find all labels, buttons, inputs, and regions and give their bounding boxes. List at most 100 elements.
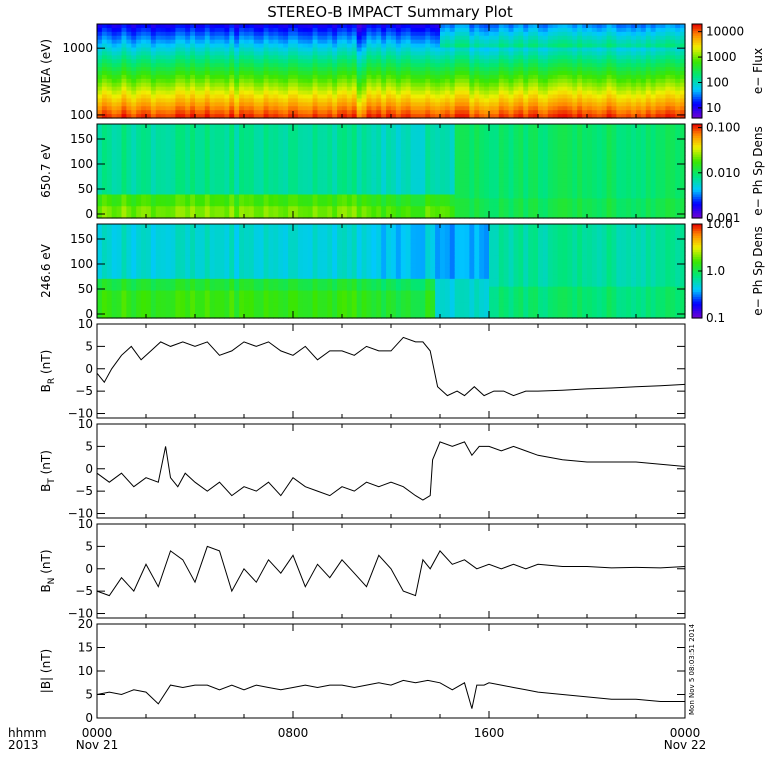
heatmap-cell — [312, 94, 319, 100]
heatmap-cell — [346, 55, 353, 60]
heatmap-cell — [469, 171, 475, 176]
heatmap-cell — [440, 35, 446, 41]
heatmap-cell — [209, 74, 216, 80]
heatmap-cell — [665, 90, 671, 96]
heatmap-cell — [626, 71, 632, 76]
heatmap-cell — [312, 178, 319, 184]
heatmap-cell — [430, 147, 436, 153]
heatmap-cell — [307, 59, 314, 64]
heatmap-cell — [288, 47, 294, 53]
heatmap-cell — [131, 71, 137, 76]
heatmap-cell — [190, 190, 196, 196]
heatmap-cell — [214, 186, 221, 192]
heatmap-cell — [302, 114, 309, 119]
heatmap-cell — [567, 55, 573, 60]
heatmap-cell — [170, 102, 176, 107]
heatmap-cell — [337, 43, 343, 49]
heatmap-cell — [155, 35, 162, 41]
heatmap-cell — [366, 55, 372, 60]
heatmap-cell — [229, 139, 235, 145]
heatmap-cell — [435, 51, 441, 56]
heatmap-cell — [636, 24, 642, 29]
heatmap-cell — [479, 210, 485, 215]
heatmap-cell — [636, 27, 642, 33]
heatmap-cell — [503, 98, 510, 103]
heatmap-cell — [297, 178, 304, 184]
heatmap-cell — [381, 206, 387, 211]
heatmap-cell — [538, 63, 544, 68]
heatmap-cell — [342, 143, 348, 149]
heatmap-cell — [126, 139, 132, 145]
heatmap-cell — [278, 206, 284, 211]
heatmap-cell — [464, 206, 470, 211]
heatmap-cell — [361, 186, 368, 192]
heatmap-cell — [337, 94, 343, 100]
heatmap-cell — [498, 94, 505, 100]
heatmap-cell — [533, 98, 539, 103]
heatmap-cell — [106, 127, 113, 133]
heatmap-cell — [435, 67, 441, 72]
heatmap-cell — [587, 39, 593, 45]
heatmap-cell — [454, 163, 461, 168]
heatmap-cell — [346, 178, 353, 184]
heatmap-cell — [675, 106, 681, 111]
heatmap-cell — [278, 35, 284, 41]
heatmap-cell — [248, 35, 255, 41]
heatmap-cell — [185, 94, 191, 100]
heatmap-cell — [136, 174, 142, 180]
heatmap-cell — [106, 55, 113, 60]
heatmap-cell — [111, 155, 118, 160]
heatmap-cell — [288, 190, 294, 196]
heatmap-cell — [660, 74, 666, 80]
heatmap-cell — [464, 167, 470, 172]
heatmap-cell — [420, 143, 426, 149]
heatmap-cell — [420, 55, 426, 60]
heatmap-cell — [268, 27, 274, 33]
heatmap-cell — [263, 63, 270, 68]
heatmap-cell — [160, 63, 167, 68]
heatmap-cell — [317, 131, 323, 137]
heatmap-cell — [498, 143, 505, 149]
heatmap-cell — [234, 82, 240, 88]
heatmap-cell — [440, 182, 446, 188]
heatmap-cell — [239, 147, 245, 153]
heatmap-cell — [459, 124, 466, 129]
heatmap-cell — [268, 198, 274, 203]
heatmap-cell — [366, 151, 372, 156]
heatmap-cell — [655, 51, 662, 56]
heatmap-cell — [391, 139, 397, 145]
heatmap-cell — [415, 114, 421, 119]
heatmap-cell — [631, 110, 637, 115]
heatmap-cell — [557, 94, 564, 100]
heatmap-cell — [312, 39, 319, 45]
heatmap-cell — [577, 110, 583, 115]
heatmap-cell — [493, 182, 500, 188]
heatmap-cell — [126, 190, 132, 196]
heatmap-cell — [508, 55, 515, 60]
heatmap-cell — [199, 182, 206, 188]
heatmap-cell — [640, 82, 647, 88]
heatmap-cell — [361, 135, 368, 141]
heatmap-cell — [366, 135, 372, 141]
heatmap-cell — [356, 110, 363, 115]
heatmap-cell — [278, 31, 284, 37]
heatmap-cell — [332, 171, 338, 176]
heatmap-cell — [278, 86, 284, 92]
heatmap-cell — [121, 110, 127, 115]
heatmap-cell — [420, 135, 426, 141]
heatmap-cell — [136, 98, 142, 103]
heatmap-cell — [479, 131, 485, 137]
heatmap-cell — [337, 39, 343, 45]
heatmap-cell — [626, 63, 632, 68]
heatmap-cell — [391, 155, 397, 160]
heatmap-cell — [523, 98, 529, 103]
heatmap-cell — [680, 43, 686, 49]
heatmap-cell — [474, 110, 480, 115]
heatmap-cell — [155, 131, 162, 137]
heatmap-cell — [386, 135, 392, 141]
heatmap-cell — [484, 143, 490, 149]
heatmap-cell — [293, 59, 299, 64]
heatmap-cell — [449, 31, 456, 37]
heatmap-cell — [606, 51, 613, 56]
